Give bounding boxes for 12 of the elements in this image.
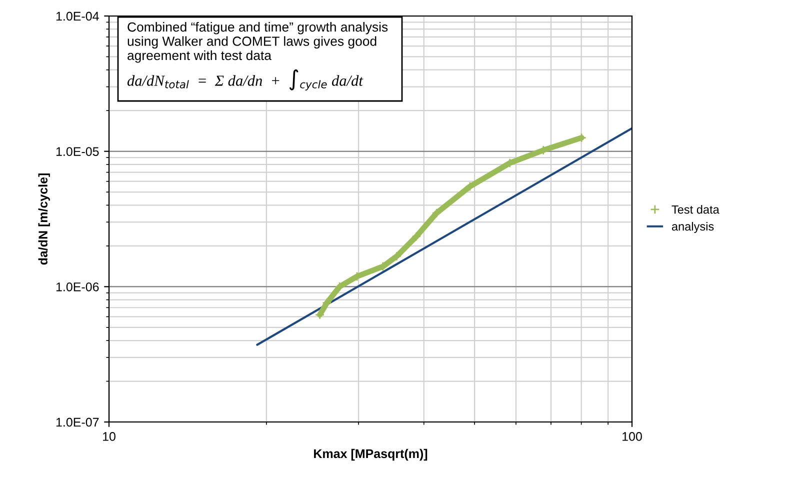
annotation: da/dN$_{total}$ = Σ da/dn + ∫$_{cycle}$ da/dt — [127, 69, 364, 90]
y-tick-label: 1.0E-07 — [56, 418, 99, 427]
x-tick-label: 100 — [622, 432, 642, 441]
annotation: Combined “fatigue and time” growth analysis using Walker and COMET laws gives good agreement with test data — [128, 22, 388, 63]
y-tick-label: 1.0E-04 — [56, 12, 99, 21]
legend-label: analysis — [672, 222, 714, 233]
y-tick-label: 1.0E-06 — [56, 282, 99, 292]
legend-label: Test data — [672, 205, 720, 214]
x-tick-label: 10 — [103, 432, 116, 441]
y-axis-title: da/dN [m/cycle] — [38, 174, 50, 265]
x-axis-title: Kmax [MPasqrt(m)] — [314, 448, 428, 461]
y-tick-label: 1.0E-05 — [56, 147, 99, 156]
